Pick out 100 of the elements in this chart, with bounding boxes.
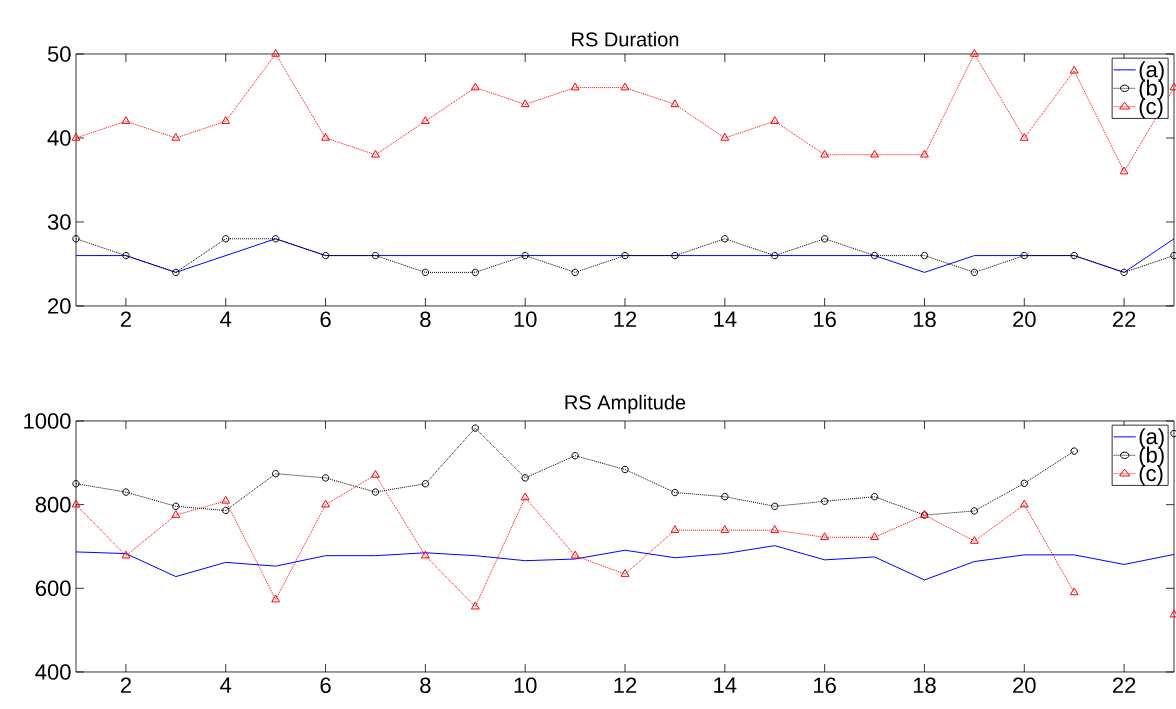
point: [121, 550, 131, 559]
point: [1120, 268, 1128, 277]
point: [221, 116, 231, 124]
point: [671, 251, 679, 260]
point: [521, 474, 529, 482]
y-tick-label: 50: [47, 46, 71, 62]
point: [620, 82, 630, 91]
point: [721, 493, 729, 501]
point: [820, 497, 829, 505]
point: [1019, 132, 1029, 141]
point: [920, 251, 929, 260]
point: [920, 149, 929, 158]
x-tick-label: 12: [614, 311, 637, 327]
point: [771, 251, 779, 260]
y-tick-label: 1000: [24, 413, 71, 429]
point: [820, 235, 829, 243]
point: [371, 488, 380, 496]
chart-title: RS Amplitude: [565, 394, 686, 414]
point: [670, 99, 680, 108]
point: [321, 474, 330, 482]
x-tick-label: 16: [814, 677, 836, 694]
point: [870, 149, 879, 158]
point: [121, 116, 131, 124]
point: [421, 480, 430, 488]
point: [321, 132, 330, 141]
x-tick-label: 6: [320, 677, 331, 694]
point: [570, 82, 580, 91]
point: [471, 268, 479, 277]
point: [470, 82, 480, 91]
point: [371, 251, 380, 260]
point: [321, 499, 330, 508]
point: [870, 251, 879, 260]
x-tick-label: 10: [514, 311, 537, 328]
y-tick-label: 20: [48, 298, 71, 314]
y-tick-label: 30: [47, 214, 71, 230]
point: [969, 536, 979, 544]
point: [969, 48, 979, 57]
point: [770, 116, 780, 124]
point: [671, 488, 679, 497]
point: [271, 594, 281, 603]
point: [222, 235, 230, 243]
point: [1070, 251, 1078, 260]
point: [1069, 65, 1079, 74]
point: [770, 525, 780, 533]
x-tick-label: 22: [1112, 677, 1136, 693]
point: [870, 532, 879, 541]
x-tick-label: 2: [120, 311, 131, 327]
point: [720, 132, 730, 141]
point: [571, 268, 579, 277]
point: [122, 488, 130, 496]
point: [720, 525, 730, 533]
point: [1119, 166, 1129, 175]
point: [420, 550, 430, 559]
point: [122, 251, 130, 260]
point: [870, 493, 879, 501]
point: [71, 499, 81, 508]
y-tick-label: 40: [47, 130, 71, 146]
point: [221, 495, 231, 504]
point: [1070, 447, 1078, 455]
point: [421, 268, 430, 277]
x-tick-label: 12: [614, 677, 637, 693]
x-tick-label: 14: [714, 677, 737, 693]
point: [570, 550, 580, 559]
legend-label: (c): [1139, 98, 1163, 119]
point: [271, 235, 280, 243]
y-tick-label: 600: [35, 580, 71, 597]
x-tick-label: 8: [420, 311, 431, 328]
point: [1069, 587, 1079, 596]
point: [71, 132, 81, 141]
point: [621, 465, 629, 474]
x-tick-label: 16: [814, 311, 836, 328]
chart-title: RS Duration: [572, 31, 679, 47]
point: [172, 502, 180, 511]
point: [172, 268, 180, 277]
point: [621, 251, 629, 260]
point: [521, 251, 529, 260]
point: [72, 480, 80, 488]
point: [371, 469, 380, 478]
point: [571, 452, 579, 460]
point: [271, 48, 281, 57]
point: [970, 507, 979, 515]
x-tick-label: 18: [913, 677, 936, 694]
x-tick-label: 22: [1112, 311, 1136, 327]
x-tick-label: 20: [1013, 311, 1036, 328]
x-tick-label: 6: [320, 311, 331, 328]
point: [72, 235, 80, 243]
point: [970, 268, 979, 277]
point: [321, 251, 330, 260]
x-tick-label: 4: [220, 677, 232, 693]
point: [171, 132, 181, 141]
line-series: [75, 545, 1175, 581]
point: [771, 502, 779, 511]
point: [721, 235, 729, 243]
legend-label: (c): [1139, 464, 1163, 486]
x-tick-label: 18: [913, 311, 936, 328]
point: [371, 149, 380, 158]
y-tick-label: 800: [35, 496, 71, 513]
point: [620, 569, 630, 577]
point: [1019, 499, 1029, 508]
y-tick-label: 400: [35, 664, 71, 680]
